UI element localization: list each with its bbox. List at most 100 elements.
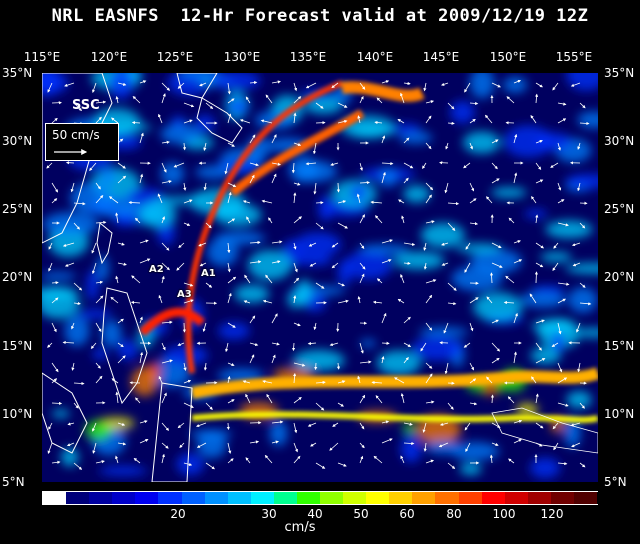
current-vector (161, 342, 166, 351)
current-vector (315, 402, 325, 411)
current-vector (447, 121, 455, 125)
speed-patch (463, 131, 501, 154)
speed-patch (207, 238, 239, 267)
current-vector (513, 172, 518, 184)
current-vector (161, 275, 165, 284)
current-vector (491, 422, 501, 428)
current-vector (463, 342, 471, 348)
current-vector (90, 342, 97, 349)
speed-patch (42, 288, 80, 319)
speed-patch (403, 185, 431, 203)
current-vector (183, 299, 194, 304)
current-vector (227, 191, 232, 204)
speed-patch (177, 73, 222, 81)
current-vector (491, 357, 500, 364)
annotation-a2: A2 (149, 264, 164, 275)
current-vector (239, 119, 251, 124)
current-vector (313, 182, 317, 195)
speed-patch (101, 320, 122, 347)
current-vector (535, 393, 539, 404)
lat-tick: 10°N (2, 407, 33, 421)
speed-patch (470, 249, 522, 274)
speed-patch (139, 200, 177, 229)
current-vector (465, 242, 471, 250)
current-vector (73, 102, 82, 112)
current-vector (534, 271, 538, 284)
current-vector (225, 342, 229, 353)
current-vector (486, 196, 493, 204)
speed-patch (64, 315, 90, 347)
current-vector (183, 402, 194, 408)
current-vector (111, 378, 119, 384)
current-vector (444, 182, 449, 194)
current-vector (117, 162, 126, 169)
current-vector (370, 200, 383, 204)
lat-tick: 20°N (2, 270, 33, 284)
colorbar-cell (296, 492, 322, 504)
current-vector (359, 394, 366, 404)
speed-patch (349, 184, 368, 200)
current-vector (205, 222, 212, 229)
current-vector (249, 80, 258, 85)
current-vector (115, 212, 119, 224)
speed-patch (545, 220, 593, 239)
current-vector (375, 395, 383, 404)
speed-patch (84, 420, 112, 441)
current-vector (552, 262, 559, 271)
current-vector (62, 242, 75, 247)
speed-patch (419, 327, 469, 338)
current-jet (191, 411, 598, 423)
speed-patch (450, 100, 475, 124)
colorbar-tick: 120 (540, 507, 564, 521)
speed-patch (218, 322, 250, 340)
speed-patch (292, 349, 345, 371)
colorbar-cell (343, 492, 368, 504)
current-vector (293, 142, 302, 147)
current-vector (403, 356, 409, 364)
current-vector (271, 354, 276, 364)
colorbar-cell (158, 492, 183, 504)
colorbar-tick: 100 (492, 507, 516, 521)
current-vector (443, 322, 449, 334)
speed-patch (577, 111, 598, 129)
current-vector (262, 299, 273, 304)
current-vector (271, 134, 277, 144)
current-vector (445, 142, 449, 150)
speed-patch (113, 214, 137, 227)
current-vector (489, 272, 494, 284)
lon-tick: 120°E (90, 50, 128, 64)
speed-patch (42, 73, 69, 94)
current-vector (530, 114, 537, 124)
current-vector (425, 100, 435, 104)
current-vector (579, 102, 586, 109)
current-vector (128, 200, 141, 205)
colorbar-cell (389, 492, 414, 504)
current-vector (95, 322, 102, 333)
current-vector (139, 316, 143, 324)
current-vector (227, 442, 232, 454)
current-vector (183, 282, 194, 287)
current-vector (249, 260, 262, 264)
speed-patch (529, 457, 561, 479)
current-vector (293, 96, 302, 104)
current-vector (110, 117, 119, 124)
speed-patch (568, 286, 598, 313)
current-vector (271, 440, 279, 444)
colorbar-cell (527, 492, 552, 504)
current-vector (438, 442, 449, 448)
current-vector (491, 139, 499, 144)
speed-patch (269, 420, 288, 447)
current-vector (161, 442, 169, 449)
current-vector (271, 80, 281, 84)
speed-patch (540, 251, 572, 263)
current-vector (337, 282, 345, 287)
current-vector (249, 440, 260, 444)
current-vector (447, 282, 457, 291)
lat-tick: 15°N (2, 339, 33, 353)
current-vector (249, 134, 256, 144)
speed-patch (160, 123, 202, 145)
lon-tick: 125°E (156, 50, 194, 64)
current-vector (330, 162, 339, 166)
current-vector (110, 296, 119, 304)
current-vector (173, 162, 185, 168)
